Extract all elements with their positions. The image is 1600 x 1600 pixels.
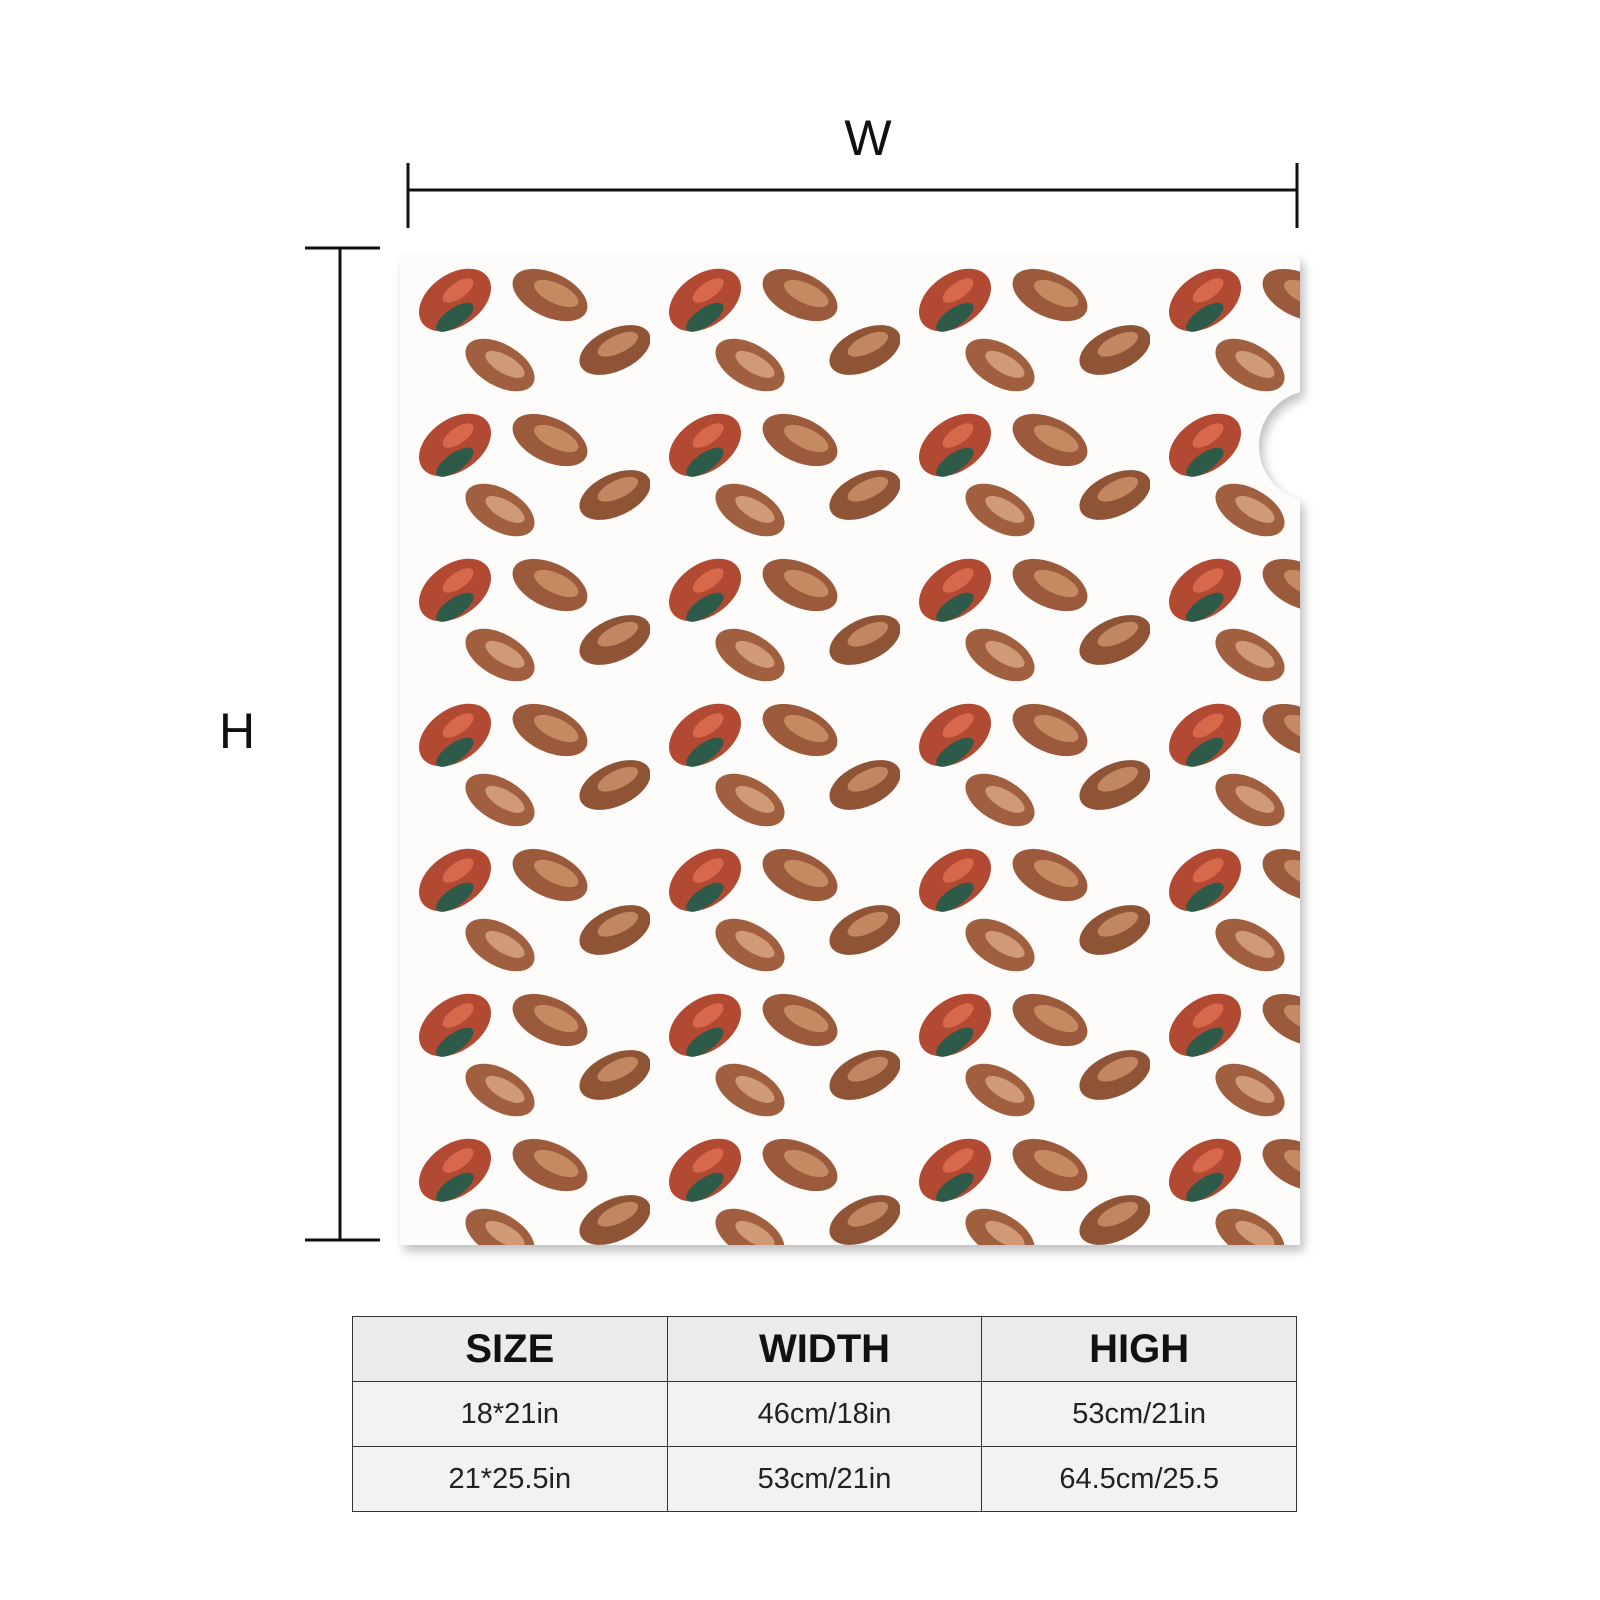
table-header: SIZE WIDTH HIGH <box>352 1316 1297 1382</box>
height-dimension-line <box>305 246 380 1242</box>
height-label: H <box>219 703 255 759</box>
width-label: W <box>844 110 892 166</box>
header-cell: SIZE <box>352 1316 668 1382</box>
size-table: SIZE WIDTH HIGH 18*21in 46cm/18in 53cm/2… <box>352 1316 1297 1512</box>
table-cell: 64.5cm/25.5 <box>981 1446 1297 1512</box>
table-cell: 53cm/21in <box>981 1381 1297 1447</box>
table-row: 21*25.5in 53cm/21in 64.5cm/25.5 <box>352 1446 1297 1512</box>
table-cell: 53cm/21in <box>666 1446 983 1512</box>
diagram: W H <box>219 110 1300 1245</box>
product-cover <box>400 255 1300 1245</box>
table-row: 18*21in 46cm/18in 53cm/21in <box>352 1381 1297 1447</box>
table-cell: 46cm/18in <box>666 1381 983 1447</box>
header-cell: HIGH <box>981 1316 1297 1382</box>
table-cell: 18*21in <box>352 1381 668 1447</box>
width-dimension-line <box>406 163 1299 228</box>
header-cell: WIDTH <box>666 1316 983 1382</box>
table-cell: 21*25.5in <box>352 1446 668 1512</box>
